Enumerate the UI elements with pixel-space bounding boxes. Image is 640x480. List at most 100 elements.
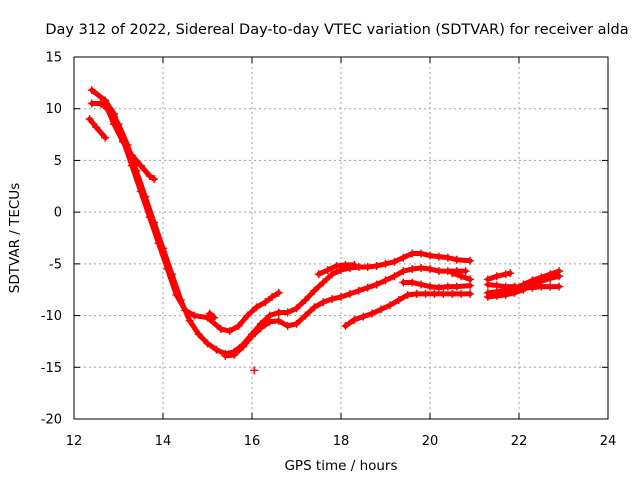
y-tick-label: 10 [45, 102, 62, 117]
data-point-marker [555, 282, 564, 291]
data-point-marker [87, 99, 96, 108]
data-point-marker [216, 325, 225, 334]
data-point-marker [328, 270, 337, 279]
data-point-marker [341, 321, 350, 330]
data-point-marker [87, 86, 96, 95]
data-point-marker [448, 269, 457, 278]
data-point-marker [203, 313, 212, 322]
data-point-marker [390, 272, 399, 281]
data-point-marker [443, 282, 452, 291]
data-point-marker [256, 323, 265, 332]
data-point-marker [452, 282, 461, 291]
y-tick-label: -20 [41, 413, 62, 428]
data-point-marker [466, 275, 475, 284]
data-point-marker [85, 115, 94, 124]
data-point-marker [230, 350, 239, 359]
data-point-marker [510, 288, 519, 297]
data-point-marker [399, 267, 408, 276]
x-tick-label: 12 [66, 434, 83, 449]
chart-title: Day 312 of 2022, Sidereal Day-to-day VTE… [45, 22, 628, 38]
data-point-marker [319, 278, 328, 287]
data-point-marker [368, 309, 377, 318]
data-point-marker [439, 289, 448, 298]
data-point-marker [381, 276, 390, 285]
data-point-marker [328, 295, 337, 304]
x-axis-label: GPS time / hours [284, 458, 397, 474]
data-point-marker [118, 137, 127, 146]
x-tick-label: 22 [511, 434, 528, 449]
data-point-marker [492, 291, 501, 300]
series-track [87, 116, 108, 141]
data-point-marker [501, 270, 510, 279]
data-series [85, 86, 564, 375]
data-point-marker [127, 151, 136, 160]
data-point-marker [426, 265, 434, 274]
data-point-marker [350, 260, 359, 269]
data-point-marker [136, 161, 145, 170]
data-point-marker [101, 99, 110, 108]
data-point-marker [483, 292, 492, 301]
data-point-marker [421, 289, 430, 298]
x-tick-label: 20 [422, 434, 439, 449]
data-point-marker [345, 289, 354, 298]
series-arc-13 [483, 272, 564, 301]
data-point-marker [203, 339, 212, 348]
data-point-marker [310, 286, 319, 295]
data-point-marker [381, 259, 390, 268]
data-point-marker [466, 289, 475, 298]
data-point-marker [274, 308, 283, 317]
data-point-marker [417, 249, 426, 258]
data-point-marker [399, 253, 408, 262]
data-point-marker [372, 280, 381, 289]
data-point-marker [426, 282, 434, 291]
data-point-marker [394, 296, 403, 305]
x-tick-label: 18 [333, 434, 350, 449]
data-point-marker [434, 283, 443, 292]
data-point-marker [457, 272, 466, 281]
data-point-marker [408, 265, 417, 274]
series-arc-10 [483, 269, 515, 284]
data-point-marker [555, 272, 564, 281]
data-point-marker [528, 280, 537, 289]
data-point-marker [354, 262, 363, 271]
series-arc-4 [101, 99, 159, 184]
data-point-marker [417, 280, 426, 289]
data-point-marker [546, 274, 555, 283]
data-point-marker [350, 315, 359, 324]
series-arc-9 [448, 269, 475, 284]
grid [74, 57, 608, 419]
data-point-marker [443, 253, 452, 262]
data-point-marker [408, 278, 417, 287]
data-point-marker [221, 351, 230, 360]
series-arc-3 [85, 115, 110, 142]
y-tick-label: -5 [49, 257, 62, 272]
y-tick-label: 5 [54, 154, 62, 169]
data-point-marker [314, 270, 323, 279]
data-point-marker [234, 321, 243, 330]
data-point-marker [283, 321, 292, 330]
data-point-marker [399, 278, 408, 287]
data-point-marker [301, 311, 310, 320]
y-tick-label: 15 [45, 51, 62, 66]
data-point-marker [412, 289, 421, 298]
y-axis-label: SDTVAR / TECUs [7, 183, 23, 293]
data-point-marker [385, 301, 394, 310]
series-track [102, 101, 157, 182]
data-point-marker [434, 267, 443, 276]
data-point-marker [250, 366, 259, 375]
data-point-marker [268, 292, 277, 301]
data-point-marker [274, 316, 283, 325]
data-point-marker [190, 311, 199, 320]
y-tick-label: -15 [41, 361, 62, 376]
data-point-marker [337, 292, 345, 301]
data-point-marker [248, 332, 256, 341]
data-point-marker [274, 288, 283, 297]
data-point-marker [176, 296, 185, 305]
data-point-marker [239, 342, 248, 351]
data-point-marker [430, 289, 439, 298]
data-point-marker [461, 267, 470, 276]
data-point-marker [363, 283, 372, 292]
data-point-marker [150, 175, 159, 184]
data-point-marker [101, 133, 110, 142]
data-point-marker [310, 303, 319, 312]
